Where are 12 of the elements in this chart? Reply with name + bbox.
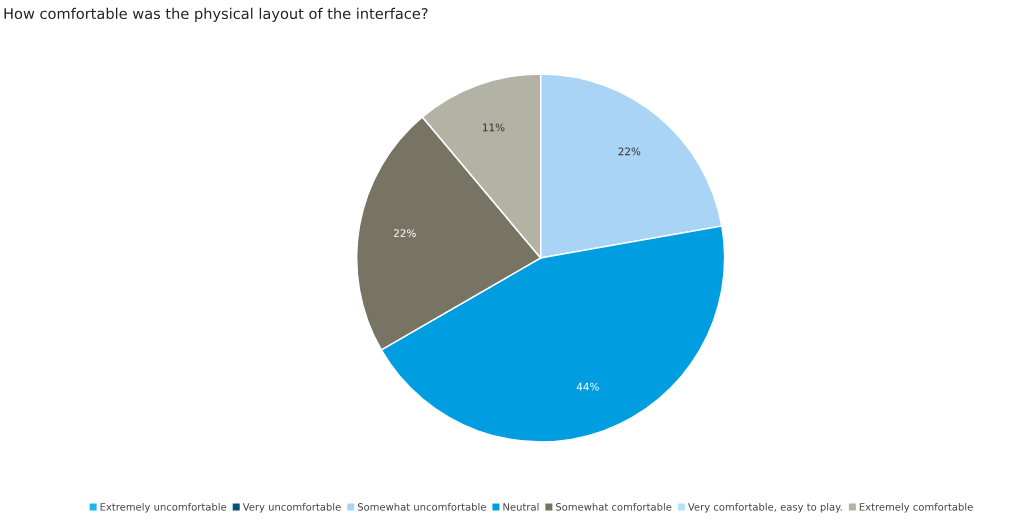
data-label: 22% [618, 147, 641, 156]
data-label: 11% [483, 123, 505, 132]
legend-label: Somewhat comfortable [556, 502, 672, 511]
legend-label: Neutral [503, 502, 539, 511]
legend-label: Extremely uncomfortable [100, 502, 227, 513]
legend-label: Very comfortable, easy to play. [687, 502, 842, 513]
legend-label: Very uncomfortable [242, 502, 341, 513]
legend-label: Somewhat uncomfortable [357, 502, 486, 511]
data-label: 44% [576, 382, 599, 391]
data-label: 22% [393, 229, 416, 238]
chart-title: How comfortable was the physical layout of the interface? [4, 7, 428, 22]
legend-label: Extremely comfortable [859, 502, 973, 513]
